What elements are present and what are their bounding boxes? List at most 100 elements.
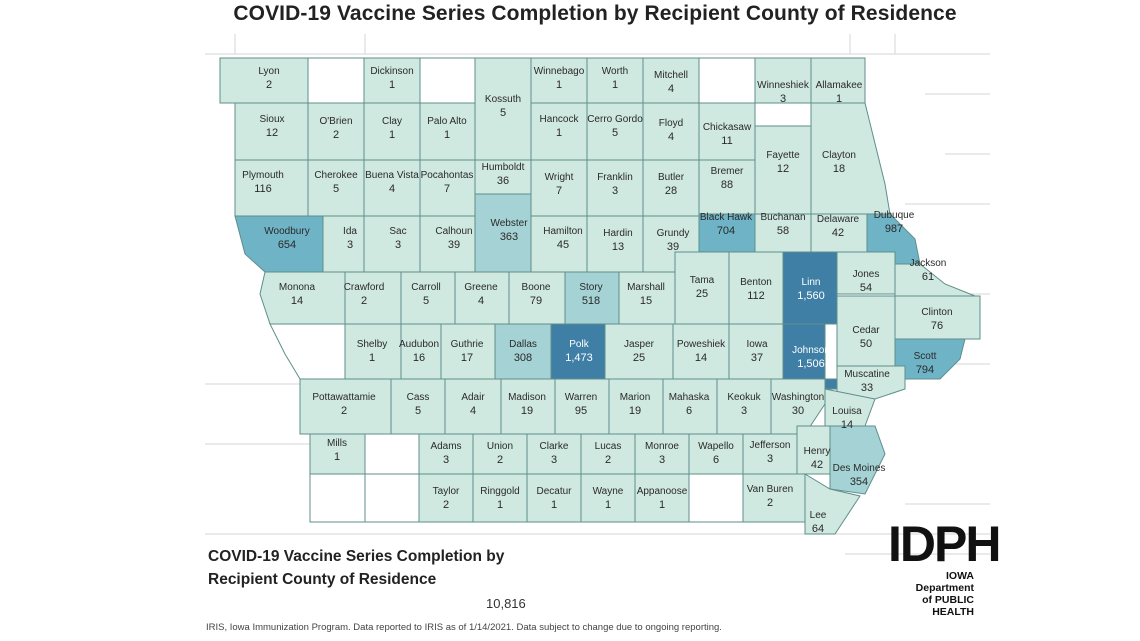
county-fremont[interactable] xyxy=(309,473,366,523)
county-name-webster: Webster xyxy=(490,218,528,229)
county-name-monroe: Monroe xyxy=(645,441,679,452)
county-osceola[interactable] xyxy=(307,57,365,104)
county-decatur[interactable] xyxy=(526,473,582,523)
county-howard[interactable] xyxy=(698,57,756,104)
county-name-cherokee: Cherokee xyxy=(314,170,358,181)
county-davis[interactable] xyxy=(688,473,744,523)
county-taylor[interactable] xyxy=(418,473,474,523)
county-value-marion: 19 xyxy=(629,405,641,417)
county-name-pottawattamie: Pottawattamie xyxy=(312,392,376,403)
county-name-madison: Madison xyxy=(508,392,546,403)
county-name-clarke: Clarke xyxy=(540,441,569,452)
county-value-boone: 79 xyxy=(530,295,542,307)
county-ringgold[interactable] xyxy=(472,473,528,523)
county-value-plymouth: 116 xyxy=(254,183,272,195)
background-state-lines xyxy=(205,34,990,555)
county-value-hardin: 13 xyxy=(612,241,624,253)
county-clayton[interactable] xyxy=(810,102,891,215)
county-name-sioux: Sioux xyxy=(259,114,284,125)
county-value-hancock: 1 xyxy=(556,127,562,139)
county-linn[interactable] xyxy=(782,251,838,325)
county-value-franklin: 3 xyxy=(612,185,618,197)
county-name-bremer: Bremer xyxy=(711,166,744,177)
county-monona[interactable] xyxy=(259,271,346,325)
county-name-cedar: Cedar xyxy=(852,325,880,336)
county-montgomery[interactable] xyxy=(364,433,420,475)
county-value-keokuk: 3 xyxy=(741,405,747,417)
county-value-grundy: 39 xyxy=(667,241,679,253)
idph-logo: IDPH IOWA Department of PUBLIC HEALTH xyxy=(888,518,1001,618)
county-value-van-buren: 2 xyxy=(767,497,773,509)
county-ida[interactable] xyxy=(322,215,365,273)
county-value-cherokee: 5 xyxy=(333,183,339,195)
county-name-franklin: Franklin xyxy=(597,172,633,183)
county-emmet[interactable] xyxy=(419,57,476,104)
counties-layer xyxy=(219,57,981,535)
county-lee[interactable] xyxy=(804,473,861,535)
total-count: 10,816 xyxy=(486,596,526,611)
county-name-hancock: Hancock xyxy=(540,114,580,125)
county-name-muscatine: Muscatine xyxy=(844,369,890,380)
county-name-clayton: Clayton xyxy=(822,150,856,161)
county-washington[interactable] xyxy=(770,378,826,435)
county-benton[interactable] xyxy=(728,251,784,325)
county-value-calhoun: 39 xyxy=(448,239,460,251)
county-appanoose[interactable] xyxy=(634,473,690,523)
labels-layer: Lyon 2 Dickinson 1 Winnebago 1 Worth 1 Mitchell 4… xyxy=(242,66,952,535)
county-name-crawford: Crawford xyxy=(344,282,385,293)
footer-note: IRIS, Iowa Immunization Program. Data re… xyxy=(206,622,722,633)
county-value-ringgold: 1 xyxy=(497,499,503,511)
county-name-kossuth: Kossuth xyxy=(485,94,521,105)
county-name-cass: Cass xyxy=(407,392,430,403)
county-mills[interactable] xyxy=(309,433,366,475)
county-value-louisa: 14 xyxy=(841,419,853,431)
county-value-jasper: 25 xyxy=(633,352,645,364)
county-name-pocahontas: Pocahontas xyxy=(421,170,474,181)
county-value-washington: 30 xyxy=(792,405,804,417)
county-value-audubon: 16 xyxy=(413,352,425,364)
county-harrison[interactable] xyxy=(269,323,346,380)
iowa-county-map: Lyon 2 Dickinson 1 Winnebago 1 Worth 1 Mitchell 4… xyxy=(205,34,990,555)
county-name-mills: Mills xyxy=(327,438,347,449)
county-value-greene: 4 xyxy=(478,295,484,307)
county-map: Lyon 2 Dickinson 1 Winnebago 1 Worth 1 Mitchell 4… xyxy=(205,34,990,618)
county-muscatine[interactable] xyxy=(836,365,906,400)
county-van-buren[interactable] xyxy=(742,473,806,523)
county-name-van-buren: Van Buren xyxy=(747,484,794,495)
county-value-fayette: 12 xyxy=(777,163,789,175)
county-value-palo-alto: 1 xyxy=(444,129,450,141)
county-clinton[interactable] xyxy=(894,295,981,340)
county-value-cerro-gordo: 5 xyxy=(612,127,618,139)
county-name-butler: Butler xyxy=(658,172,685,183)
county-name-jefferson: Jefferson xyxy=(750,440,791,451)
logo-line2: of PUBLIC HEALTH xyxy=(922,594,974,618)
county-value-warren: 95 xyxy=(575,405,587,417)
county-name-johnson: Johnson xyxy=(792,345,830,356)
county-value-poweshiek: 14 xyxy=(695,352,707,364)
county-name-buchanan: Buchanan xyxy=(760,212,805,223)
county-value-monroe: 3 xyxy=(659,454,665,466)
county-value-crawford: 2 xyxy=(361,295,367,307)
county-value-winneshiek: 3 xyxy=(780,93,786,105)
county-value-webster: 363 xyxy=(500,231,518,243)
county-name-wayne: Wayne xyxy=(593,486,624,497)
county-value-lee: 64 xyxy=(812,523,824,535)
legend-title-line2: Recipient County of Residence xyxy=(208,571,437,588)
county-name-linn: Linn xyxy=(802,277,821,288)
county-sac[interactable] xyxy=(363,215,421,273)
county-value-wapello: 6 xyxy=(713,454,719,466)
county-name-guthrie: Guthrie xyxy=(451,339,484,350)
county-name-union: Union xyxy=(487,441,513,452)
county-name-chickasaw: Chickasaw xyxy=(703,122,752,133)
county-value-ida: 3 xyxy=(347,239,353,251)
county-des-moines[interactable] xyxy=(829,425,886,495)
county-wayne[interactable] xyxy=(580,473,636,523)
county-lyon[interactable] xyxy=(219,57,309,104)
county-value-buchanan: 58 xyxy=(777,225,789,237)
county-name-dallas: Dallas xyxy=(509,339,537,350)
county-name-buena-vista: Buena Vista xyxy=(365,170,419,181)
county-value-tama: 25 xyxy=(696,288,708,300)
county-jackson[interactable] xyxy=(894,263,976,297)
county-page[interactable] xyxy=(364,473,420,523)
county-crawford[interactable] xyxy=(344,271,402,325)
